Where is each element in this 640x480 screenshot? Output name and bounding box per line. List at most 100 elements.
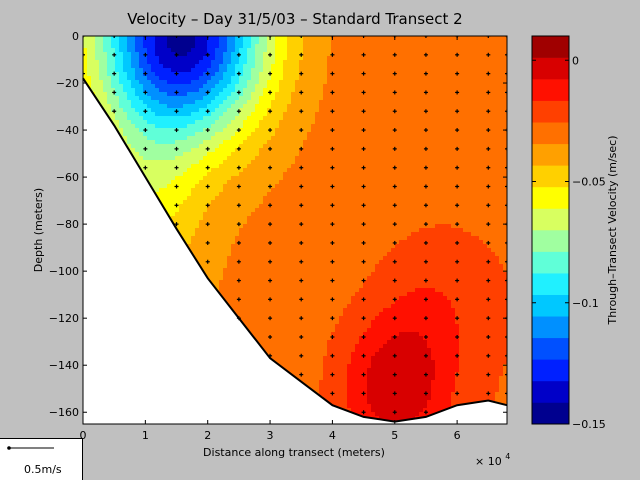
contour-cell <box>219 132 224 137</box>
contour-cell <box>223 128 228 133</box>
contour-cell <box>283 52 288 57</box>
contour-cell <box>199 48 204 53</box>
contour-cell <box>283 116 288 121</box>
contour-cell <box>267 272 272 277</box>
contour-cell <box>151 172 156 177</box>
contour-cell <box>259 312 264 317</box>
contour-cell <box>279 300 284 305</box>
contour-cell <box>239 76 244 81</box>
contour-cell <box>219 48 224 53</box>
contour-cell <box>275 108 280 113</box>
contour-cell <box>231 96 236 101</box>
contour-cell <box>111 80 116 85</box>
contour-cell <box>203 100 208 105</box>
contour-cell <box>135 64 140 69</box>
contour-cell <box>211 184 216 189</box>
contour-cell <box>139 140 144 145</box>
contour-cell <box>267 92 272 97</box>
contour-cell <box>275 180 280 185</box>
contour-cell <box>211 248 216 253</box>
contour-cell <box>227 260 232 265</box>
contour-cell <box>123 68 128 73</box>
contour-cell <box>115 68 120 73</box>
contour-cell <box>243 204 248 209</box>
contour-cell <box>251 124 256 129</box>
contour-cell <box>287 176 292 181</box>
contour-cell <box>195 128 200 133</box>
contour-cell <box>251 40 256 45</box>
contour-cell <box>175 64 180 69</box>
contour-cell <box>163 100 168 105</box>
contour-cell <box>231 256 236 261</box>
contour-cell <box>263 124 268 129</box>
contour-cell <box>159 36 164 41</box>
contour-cell <box>243 64 248 69</box>
contour-cell <box>215 108 220 113</box>
contour-cell <box>243 188 248 193</box>
contour-cell <box>115 124 120 129</box>
contour-cell <box>231 84 236 89</box>
contour-cell <box>219 248 224 253</box>
contour-cell <box>263 140 268 145</box>
contour-cell <box>283 272 288 277</box>
contour-cell <box>267 220 272 225</box>
contour-cell <box>107 72 112 77</box>
contour-cell <box>151 56 156 61</box>
contour-cell <box>283 48 288 53</box>
contour-cell <box>207 200 212 205</box>
contour-cell <box>219 84 224 89</box>
contour-cell <box>159 104 164 109</box>
contour-cell <box>251 100 256 105</box>
contour-cell <box>223 76 228 81</box>
contour-cell <box>191 48 196 53</box>
contour-cell <box>135 140 140 145</box>
contour-cell <box>203 240 208 245</box>
contour-cell <box>171 168 176 173</box>
contour-cell <box>235 48 240 53</box>
contour-cell <box>195 252 200 257</box>
contour-cell <box>231 212 236 217</box>
contour-cell <box>187 148 192 153</box>
contour-cell <box>207 60 212 65</box>
contour-cell <box>279 288 284 293</box>
contour-cell <box>267 216 272 221</box>
contour-cell <box>107 108 112 113</box>
contour-cell <box>203 136 208 141</box>
contour-cell <box>235 292 240 297</box>
contour-cell <box>203 236 208 241</box>
contour-cell <box>235 272 240 277</box>
contour-cell <box>147 172 152 177</box>
contour-cell <box>255 40 260 45</box>
contour-cell <box>199 128 204 133</box>
contour-cell <box>263 144 268 149</box>
contour-cell <box>215 228 220 233</box>
contour-cell <box>103 92 108 97</box>
contour-cell <box>251 56 256 61</box>
contour-cell <box>139 116 144 121</box>
contour-cell <box>107 60 112 65</box>
contour-cell <box>239 48 244 53</box>
contour-cell <box>275 320 280 325</box>
contour-cell <box>167 144 172 149</box>
contour-cell <box>235 92 240 97</box>
contour-cell <box>139 68 144 73</box>
contour-cell <box>223 272 228 277</box>
contour-cell <box>155 68 160 73</box>
contour-cell <box>263 216 268 221</box>
contour-cell <box>207 92 212 97</box>
contour-cell <box>199 44 204 49</box>
contour-cell <box>227 84 232 89</box>
contour-cell <box>287 132 292 137</box>
contour-cell <box>199 260 204 265</box>
contour-cell <box>111 48 116 53</box>
contour-cell <box>215 152 220 157</box>
contour-cell <box>183 88 188 93</box>
contour-cell <box>211 60 216 65</box>
contour-cell <box>219 148 224 153</box>
contour-cell <box>211 176 216 181</box>
contour-cell <box>271 332 276 337</box>
contour-cell <box>175 144 180 149</box>
contour-cell <box>287 100 292 105</box>
contour-cell <box>203 88 208 93</box>
